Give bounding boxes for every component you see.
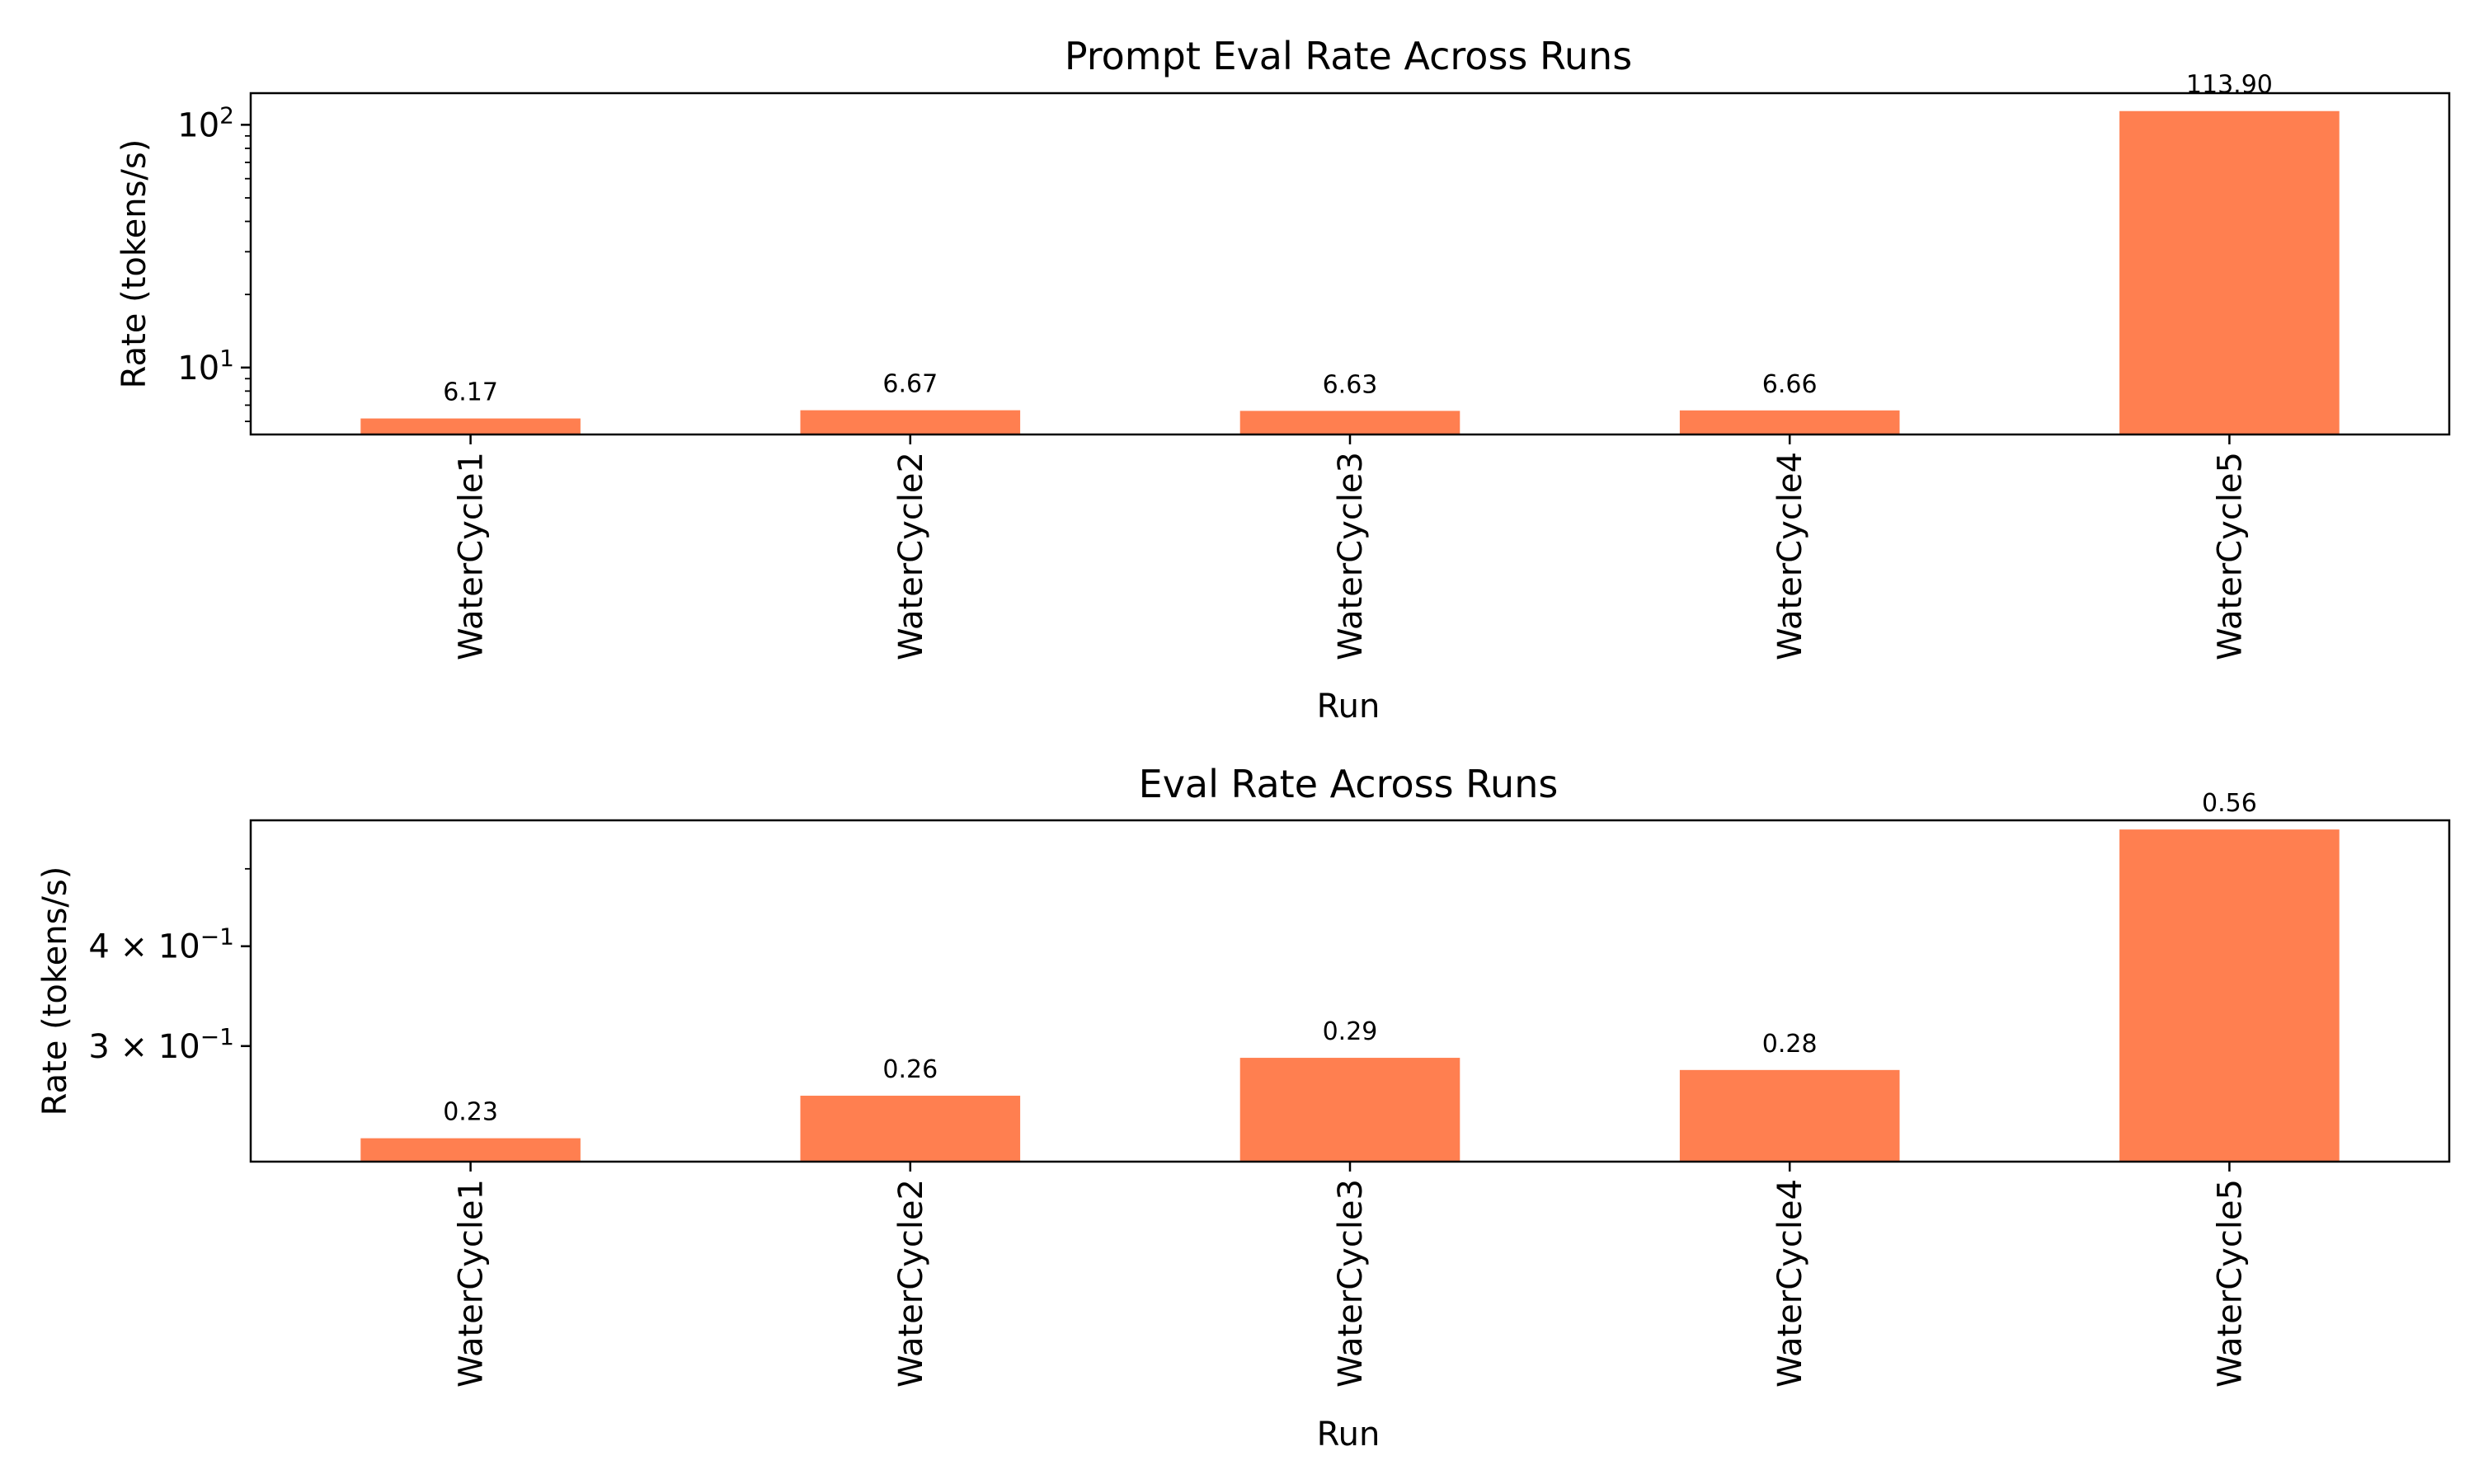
bar-watercycle1 (360, 418, 581, 434)
x-tick-label: WaterCycle4 (1771, 1179, 1809, 1388)
bar-watercycle3 (1239, 411, 1460, 434)
bar-watercycle5 (2119, 110, 2340, 434)
bar-watercycle4 (1679, 410, 1900, 434)
data-label: 0.28 (1762, 1030, 1818, 1059)
x-tick-label: WaterCycle1 (453, 452, 491, 660)
x-tick-label: WaterCycle4 (1771, 452, 1809, 660)
y-tick-label: 3 × 10−1 (88, 1023, 234, 1066)
data-label: 0.26 (882, 1055, 938, 1084)
data-label: 6.17 (443, 378, 498, 407)
x-tick-label: WaterCycle5 (2211, 1179, 2249, 1388)
bar-watercycle4 (1679, 1069, 1900, 1162)
y-tick-label: 101 (177, 345, 234, 387)
bar-watercycle3 (1239, 1058, 1460, 1162)
eval-rate-chart: Eval Rate Across Runs Rate (tokens/s) Ru… (36, 762, 2451, 1453)
x-tick-label: WaterCycle5 (2211, 452, 2249, 660)
x-tick-label: WaterCycle2 (892, 452, 930, 660)
chart-title: Prompt Eval Rate Across Runs (1065, 34, 1632, 78)
bar-watercycle2 (800, 1096, 1021, 1162)
data-label: 6.67 (882, 370, 938, 399)
y-tick-label: 4 × 10−1 (88, 923, 234, 966)
data-label: 6.63 (1323, 370, 1378, 399)
x-tick-label: WaterCycle1 (453, 1179, 491, 1388)
data-label: 6.66 (1762, 370, 1818, 399)
y-tick-label: 102 (177, 101, 234, 144)
plot-area-frame (249, 819, 2451, 1163)
data-label: 113.90 (2186, 71, 2273, 100)
bar-watercycle1 (360, 1138, 581, 1162)
x-axis-label: Run (1317, 1416, 1380, 1453)
x-axis-label: Run (1317, 688, 1380, 726)
x-tick-label: WaterCycle2 (892, 1179, 930, 1388)
y-axis-label: Rate (tokens/s) (115, 139, 153, 389)
y-axis-label: Rate (tokens/s) (36, 866, 74, 1116)
data-label: 0.29 (1323, 1017, 1378, 1046)
plot-area-frame (249, 92, 2451, 436)
bar-watercycle5 (2119, 829, 2340, 1162)
prompt-eval-rate-chart: Prompt Eval Rate Across Runs Rate (token… (115, 34, 2451, 726)
chart-title: Eval Rate Across Runs (1139, 762, 1559, 806)
data-label: 0.56 (2202, 789, 2257, 818)
data-label: 0.23 (443, 1098, 498, 1127)
x-tick-label: WaterCycle3 (1332, 452, 1370, 660)
bar-watercycle2 (800, 410, 1021, 434)
x-tick-label: WaterCycle3 (1332, 1179, 1370, 1388)
